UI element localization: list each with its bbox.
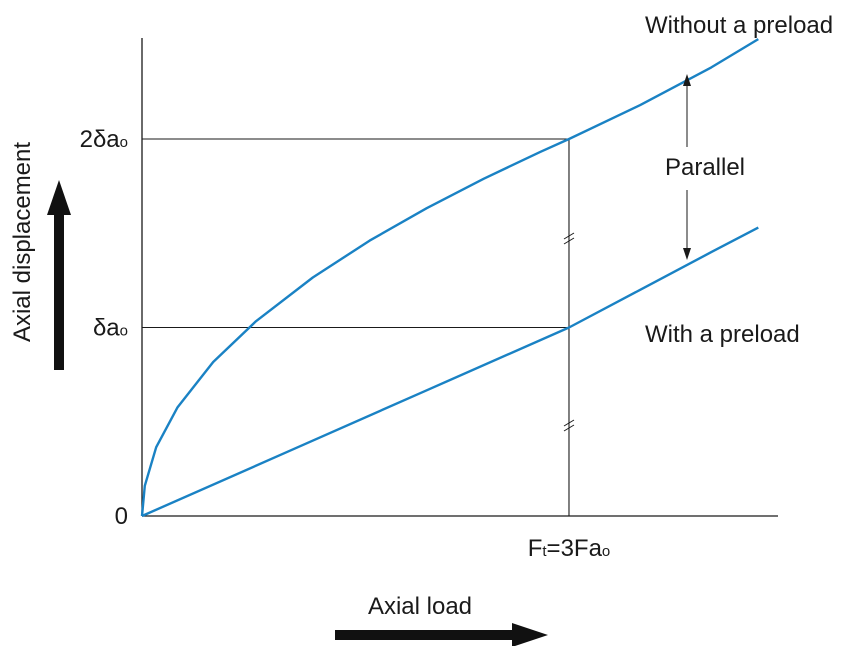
guide-lines xyxy=(142,138,575,516)
break-mark-2b xyxy=(563,424,575,432)
y-tick-label-0: 0 xyxy=(115,503,128,530)
labels-group: Without a preload With a preload Parallel 0… xyxy=(9,12,833,620)
series-line-without-preload xyxy=(140,38,759,517)
x-direction-arrow-shaft xyxy=(335,630,517,640)
y-direction-arrow-head xyxy=(47,180,71,215)
x-tick-label-ft: Ft=3Fao xyxy=(528,535,611,562)
annotation-parallel: Parallel xyxy=(665,154,745,181)
x-direction-arrow-head xyxy=(512,623,548,646)
break-mark-2a xyxy=(563,419,575,427)
y-tick-label-1: δao xyxy=(93,315,128,342)
break-mark-1b xyxy=(563,237,575,245)
break-mark-1a xyxy=(563,232,575,240)
series-line-with-preload xyxy=(141,226,759,518)
axes xyxy=(141,38,778,517)
x-axis-label: Axial load xyxy=(368,593,472,620)
series-label-without-preload: Without a preload xyxy=(645,12,833,39)
series-label-with-preload: With a preload xyxy=(645,321,800,348)
direction-arrows xyxy=(47,74,691,646)
y-direction-arrow-shaft xyxy=(54,210,64,370)
series-group xyxy=(140,38,759,518)
parallel-arrow-down-head xyxy=(683,248,691,260)
y-axis-label: Axial displacement xyxy=(9,142,36,342)
parallel-arrow-up-head xyxy=(683,74,691,86)
y-tick-label-2: 2δao xyxy=(80,126,128,153)
